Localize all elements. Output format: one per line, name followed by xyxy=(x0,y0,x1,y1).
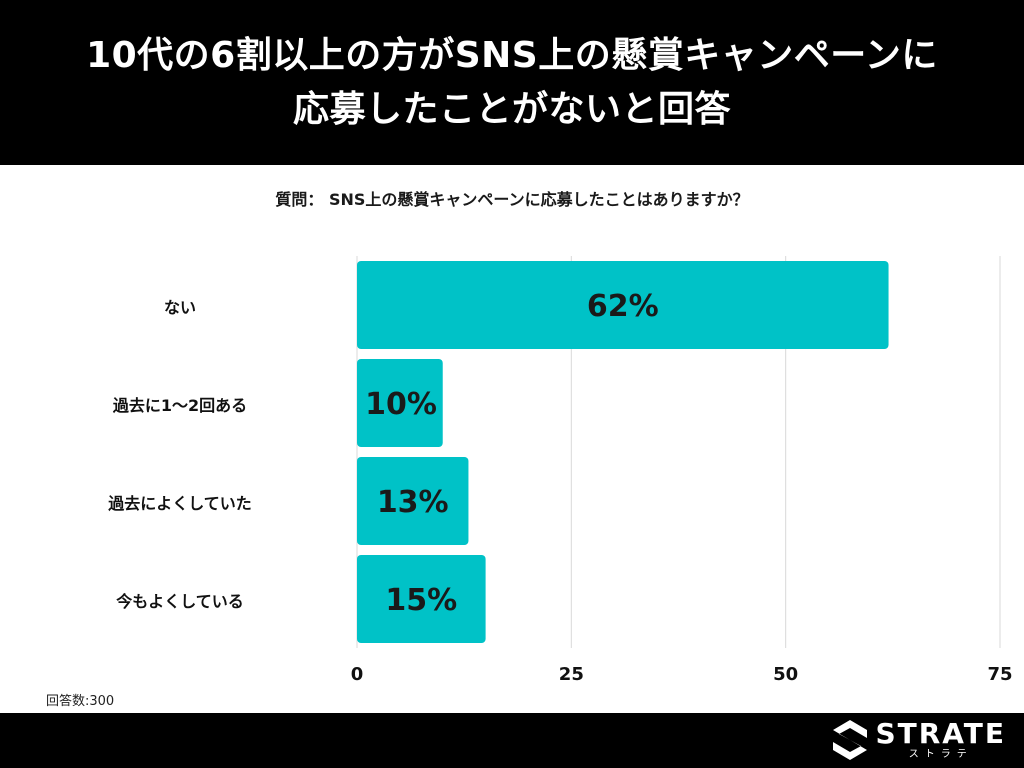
value-labels: 62% 10% 13% 15% xyxy=(365,289,659,618)
footer-bar: STRATE ストラテ xyxy=(0,713,1024,768)
page-title-line-1: 10代の6割以上の方がSNS上の懸賞キャンペーンに xyxy=(86,34,938,76)
header-banner: 10代の6割以上の方がSNS上の懸賞キャンペーンに 応募したことがないと回答 xyxy=(0,0,1024,165)
brand-name: STRATE xyxy=(875,717,1006,750)
value-label-1: 10% xyxy=(365,387,437,422)
survey-question: 質問： SNS上の懸賞キャンペーンに応募したことはありますか？ xyxy=(275,190,749,209)
category-label-1: 過去に1〜2回ある xyxy=(112,396,248,415)
category-label-2: 過去によくしていた xyxy=(108,494,252,513)
bars xyxy=(357,261,889,643)
brand-subtitle: ストラテ xyxy=(908,749,973,760)
x-tick-label-25: 25 xyxy=(559,664,584,685)
strate-logo-icon xyxy=(833,720,868,760)
response-count: 回答数:300 xyxy=(46,694,115,709)
x-tick-label-0: 0 xyxy=(351,664,364,685)
x-tick-label-50: 50 xyxy=(773,664,798,685)
value-label-3: 15% xyxy=(385,583,457,618)
value-label-2: 13% xyxy=(377,485,449,520)
page-title-line-2: 応募したことがないと回答 xyxy=(292,88,731,130)
bar-3 xyxy=(357,555,486,643)
value-label-0: 62% xyxy=(587,289,659,324)
x-axis-ticks: 0 25 50 75 xyxy=(351,664,1013,685)
bar-2 xyxy=(357,457,469,545)
bar-1 xyxy=(357,359,443,447)
x-tick-label-75: 75 xyxy=(987,664,1012,685)
bar-0 xyxy=(357,261,889,349)
category-label-0: ない xyxy=(163,298,196,317)
brand-logo: STRATE ストラテ xyxy=(833,719,1006,761)
category-label-3: 今もよくしている xyxy=(116,592,244,611)
